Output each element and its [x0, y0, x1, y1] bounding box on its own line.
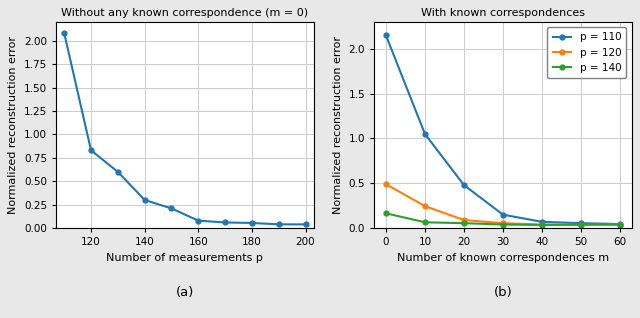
p = 140: [460, 221, 468, 225]
Title: Without any known correspondence (m = 0): Without any known correspondence (m = 0): [61, 8, 308, 18]
p = 120: [499, 221, 507, 225]
p = 120: [460, 218, 468, 222]
Title: With known correspondences: With known correspondences: [421, 8, 585, 18]
p = 120: [382, 182, 390, 186]
p = 140: [577, 223, 585, 226]
p = 120: [616, 223, 624, 226]
Line: p = 110: p = 110: [383, 33, 622, 226]
p = 120: [421, 204, 429, 208]
p = 140: [538, 223, 546, 227]
p = 140: [421, 220, 429, 224]
Text: (b): (b): [493, 286, 513, 299]
p = 110: [460, 183, 468, 187]
p = 140: [499, 223, 507, 226]
p = 110: [616, 222, 624, 226]
Text: (a): (a): [176, 286, 194, 299]
p = 140: [616, 223, 624, 226]
X-axis label: Number of known correspondences m: Number of known correspondences m: [397, 253, 609, 263]
p = 120: [577, 223, 585, 227]
p = 140: [382, 211, 390, 215]
p = 110: [499, 213, 507, 217]
p = 120: [538, 223, 546, 226]
p = 110: [421, 132, 429, 136]
X-axis label: Number of measurements p: Number of measurements p: [106, 253, 263, 263]
Legend: p = 110, p = 120, p = 140: p = 110, p = 120, p = 140: [547, 27, 627, 78]
Y-axis label: Normalized reconstruction error: Normalized reconstruction error: [8, 36, 19, 214]
p = 110: [577, 221, 585, 225]
Line: p = 120: p = 120: [383, 182, 622, 227]
Y-axis label: Normalized reconstruction error: Normalized reconstruction error: [333, 36, 343, 214]
Line: p = 140: p = 140: [383, 211, 622, 227]
p = 110: [382, 33, 390, 37]
p = 110: [538, 220, 546, 224]
